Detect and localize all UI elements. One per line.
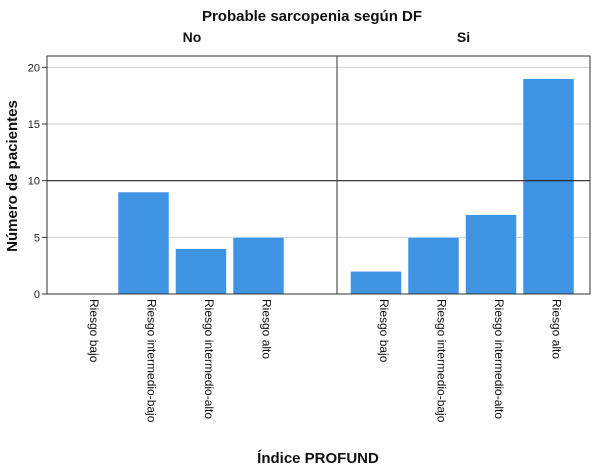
category-label: Riesgo intermedio-bajo: [145, 299, 159, 423]
category-label: Riesgo intermedio-bajo: [435, 299, 449, 423]
bar: [175, 248, 227, 295]
y-tick-label: 0: [34, 289, 40, 301]
panel-frame: [336, 55, 591, 295]
bar: [232, 237, 285, 295]
category-label: Riesgo bajo: [87, 299, 101, 363]
category-label: Riesgo intermedio-alto: [202, 299, 216, 419]
panel-si: Si Riesgo bajo Riesgo intermedio-bajo Riesg…: [336, 29, 591, 423]
bar: [465, 214, 517, 295]
panel-title: No: [183, 29, 202, 45]
y-tick-label: 20: [28, 62, 40, 74]
y-tick-label: 5: [34, 232, 40, 244]
bar: [407, 237, 460, 295]
category-label: Riesgo alto: [260, 299, 274, 359]
category-label: Riesgo bajo: [377, 299, 391, 363]
category-label: Riesgo alto: [550, 299, 564, 359]
x-axis-label: Índice PROFUND: [257, 450, 379, 467]
y-axis-label: Número de pacientes: [4, 100, 21, 252]
panel-no: No Riesgo bajo Riesgo intermedio-bajo Riesg…: [46, 29, 338, 423]
panel-title: Si: [457, 29, 470, 45]
bar: [350, 271, 402, 295]
y-tick-label: 10: [28, 176, 40, 188]
y-tick-label: 15: [28, 119, 40, 131]
bar: [117, 191, 170, 295]
bar: [522, 78, 575, 295]
chart-title: Probable sarcopenia según DF: [202, 8, 422, 25]
category-label: Riesgo intermedio-alto: [492, 299, 506, 419]
